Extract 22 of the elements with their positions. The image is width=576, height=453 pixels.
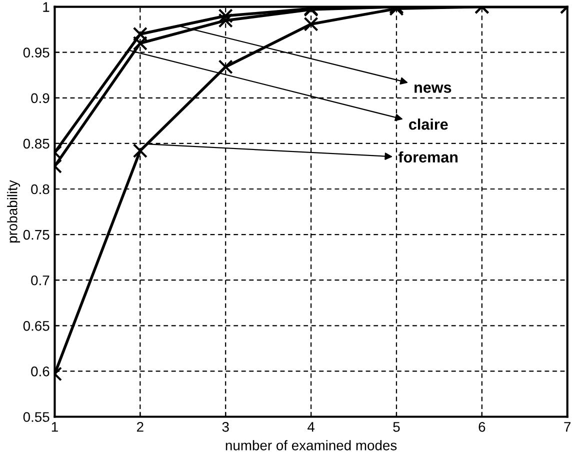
y-tick-label: 0.8: [31, 184, 50, 194]
y-tick-label: 0.55: [23, 412, 50, 422]
y-tick-label: 0.7: [31, 275, 50, 286]
x-tick-label: 1: [52, 422, 58, 432]
x-tick-label: 3: [222, 422, 229, 432]
x-tick-label: 2: [136, 422, 144, 432]
y-tick-label: 0.75: [23, 230, 50, 240]
legend-label: claire: [409, 118, 448, 130]
x-axis-title: number of examined modes: [226, 440, 397, 450]
x-tick-label: 7: [564, 422, 571, 432]
y-tick-label: 0.6: [31, 366, 50, 376]
y-tick-label: 0.95: [23, 48, 50, 58]
y-tick-label: 0.9: [31, 93, 50, 104]
legend-label: foreman: [398, 151, 458, 163]
x-tick-label: 5: [393, 422, 400, 432]
y-tick-label: 0.85: [23, 138, 50, 149]
x-tick-label: 6: [478, 422, 486, 432]
y-tick-label: 1: [43, 2, 50, 12]
legend-label: news: [414, 84, 452, 93]
x-tick-label: 4: [307, 422, 314, 432]
y-axis-title: probability: [7, 180, 20, 243]
y-tick-label: 0.65: [23, 320, 50, 331]
